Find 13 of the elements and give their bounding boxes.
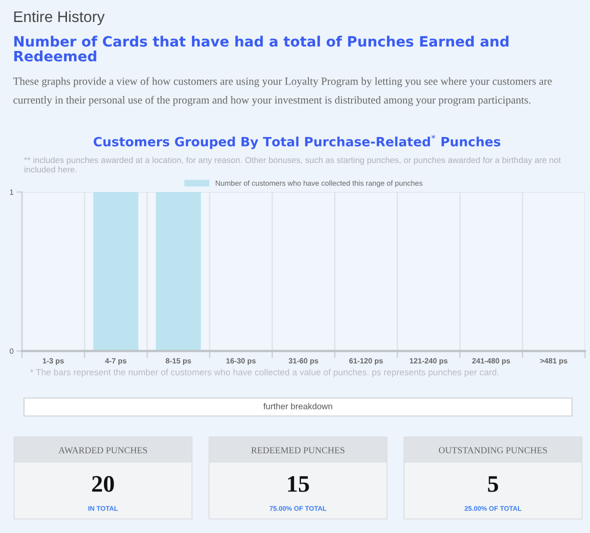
chart-subtitle: ** includes punches awarded at a location, for any reason. Other bonuses, such as starting punches, or punches awarded for a birthday are not included here.	[24, 156, 561, 172]
text: Number of Cards that have had a total of Punches Earned and Redeemed	[14, 36, 508, 62]
text: These graphs provide a view of how customers are using your Loyalty Program by letting you see where your customers are currently in their personal use of the program and how your investment is distributed among your program participants.	[13, 77, 552, 106]
category-label: AWARDED PUNCHES	[58, 447, 148, 454]
text: further breakdown	[263, 402, 332, 410]
data-label: 5	[488, 476, 498, 492]
text: Entire History	[14, 10, 105, 26]
chart-title: Customers Grouped By Total Purchase-Related$^{*}$ Punches	[94, 134, 500, 150]
category-label: REDEEMED PUNCHES	[251, 447, 344, 454]
category-label: OUTSTANDING PUNCHES	[438, 447, 547, 454]
data-label: 15	[288, 476, 309, 492]
data-label: 20	[92, 476, 114, 492]
text: * The bars represent the number of customers who have collected a value of punches. ps represents punches per card.	[30, 368, 498, 378]
